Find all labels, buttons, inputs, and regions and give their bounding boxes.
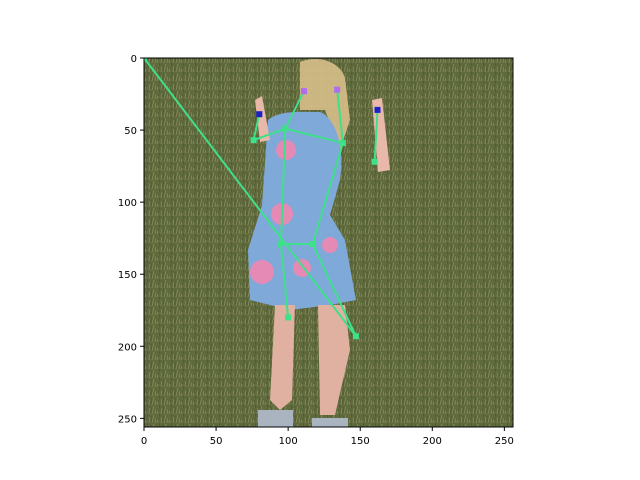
keypoint-marker xyxy=(371,158,378,165)
skeleton-segment xyxy=(144,58,357,337)
skeleton-segment xyxy=(279,128,287,244)
x-tick-label: 0 xyxy=(141,436,147,447)
skeleton-segment xyxy=(311,243,357,337)
keypoint-marker xyxy=(285,314,292,321)
skeleton-segment xyxy=(285,127,344,145)
keypoint-marker xyxy=(256,111,263,118)
skeleton-segment xyxy=(373,109,379,162)
keypoint-marker xyxy=(277,240,284,247)
skeleton-segment xyxy=(336,89,344,144)
x-tick-label: 250 xyxy=(495,436,514,447)
keypoint-marker xyxy=(352,333,359,340)
y-tick-label: 250 xyxy=(118,414,137,425)
x-axis: 0 50 100 150 200 250 xyxy=(141,427,514,447)
x-tick-label: 100 xyxy=(279,436,298,447)
x-tick-label: 50 xyxy=(210,436,223,447)
x-tick-label: 150 xyxy=(351,436,370,447)
keypoint-marker xyxy=(144,58,147,61)
y-tick-label: 0 xyxy=(131,54,137,65)
y-tick-label: 200 xyxy=(118,342,137,353)
photo-background xyxy=(144,58,513,427)
skeleton-segment xyxy=(311,142,344,245)
keypoint-marker xyxy=(374,106,381,113)
pose-skeleton xyxy=(144,58,379,337)
y-tick-label: 50 xyxy=(124,126,137,137)
keypoint-marker xyxy=(309,240,316,247)
skeleton-segment xyxy=(253,127,286,142)
pose-joints xyxy=(144,58,381,340)
keypoint-marker xyxy=(250,137,257,144)
y-axis: 0 50 100 150 200 250 xyxy=(118,54,144,425)
keypoint-marker xyxy=(300,88,307,95)
skeleton-segment xyxy=(284,90,305,130)
skeleton-segment xyxy=(279,243,290,318)
axes-frame xyxy=(143,57,514,428)
x-tick-label: 200 xyxy=(423,436,442,447)
keypoint-marker xyxy=(339,140,346,147)
y-tick-label: 150 xyxy=(118,270,137,281)
skeleton-segment xyxy=(252,113,261,141)
y-tick-label: 100 xyxy=(118,198,137,209)
keypoint-marker xyxy=(282,125,289,132)
keypoint-marker xyxy=(334,86,341,93)
